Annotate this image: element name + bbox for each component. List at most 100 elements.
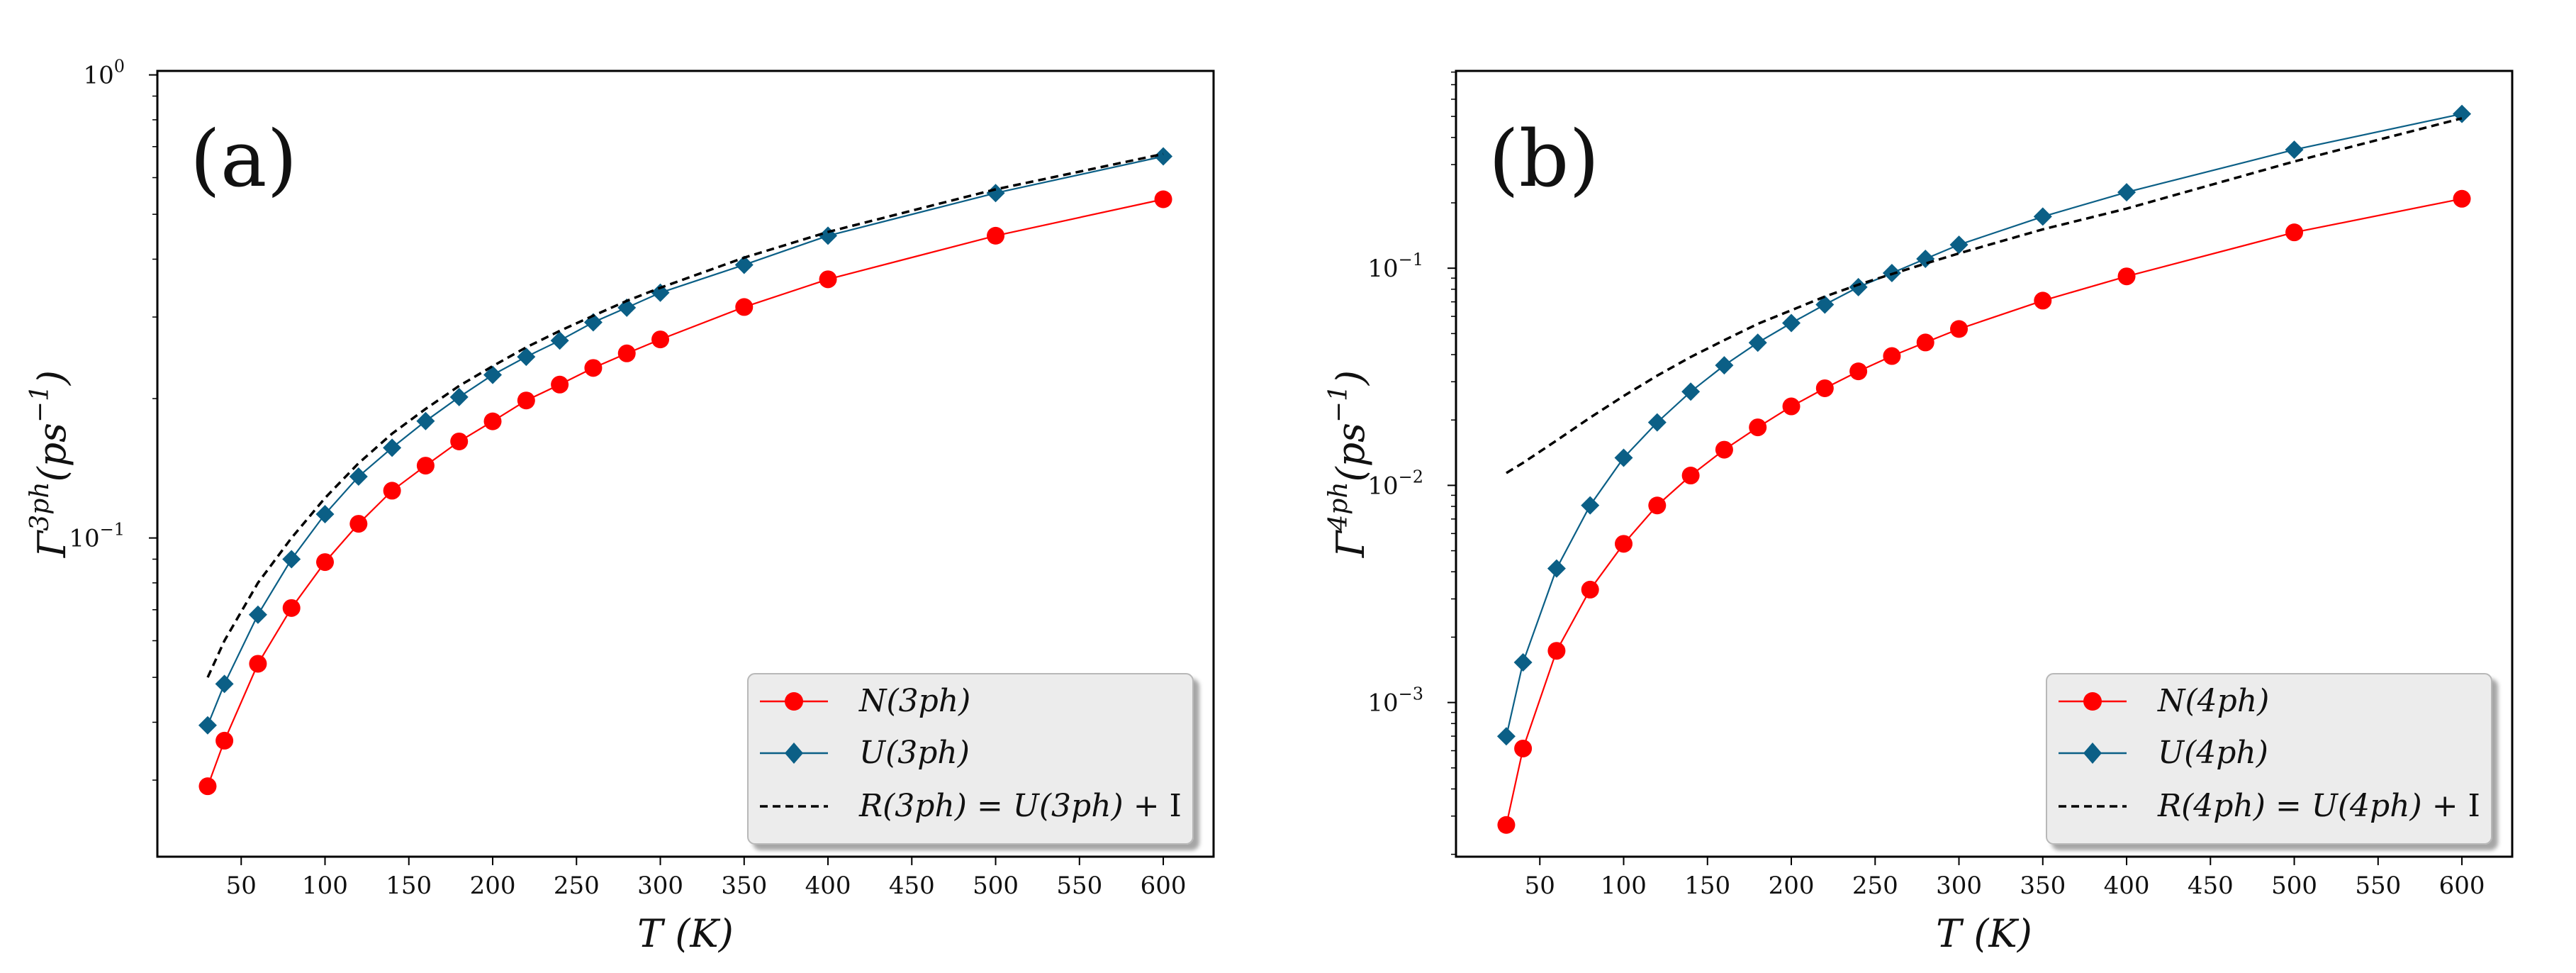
- panel-b-series-n-point: [1950, 320, 1969, 338]
- panel-b-series-n-point: [1514, 739, 1533, 757]
- panel-a-x-tick-label: 50: [226, 872, 257, 900]
- panel-b-y-axis-label: Γ4ph(ps−1): [1324, 370, 1373, 558]
- panel-b-legend-label-r-core: R(4ph) = U(4ph): [2157, 788, 2422, 824]
- panel-a-series-n-point: [617, 344, 636, 362]
- panel-b-series-n-point: [1547, 642, 1566, 660]
- panel-a-frame: [156, 70, 1215, 858]
- panel-b-legend-marker-u: [2083, 743, 2102, 764]
- panel-b-series-u-point: [1815, 295, 1835, 314]
- panel-b-legend-label-r: R(4ph) = U(4ph) + I: [2157, 788, 2480, 824]
- panel-b-x-tick-label: 400: [2104, 872, 2150, 900]
- panel-b-frame: [1455, 70, 2514, 858]
- panel-a-x-tick-label: 250: [554, 872, 600, 900]
- panel-a-ylabel-sup: 3ph: [26, 482, 55, 530]
- panel-b-series-u-point: [1647, 413, 1667, 432]
- panel-b-series-u-point: [1715, 356, 1734, 375]
- panel-a-series-n-point: [987, 226, 1005, 245]
- panel-b: 50 100 150 200 250 300 350 400 450 500 550 600 10−3 1…: [1324, 70, 2514, 956]
- panel-a-series: [198, 147, 1173, 796]
- panel-b-x-tick-label: 100: [1601, 872, 1647, 900]
- panel-a-legend-label-u: U(3ph): [859, 735, 970, 771]
- panel-a-series-u-point: [651, 283, 670, 302]
- panel-a-series-n-point: [450, 432, 469, 450]
- panel-b-legend-label-r-suffix: + I: [2422, 788, 2480, 824]
- panel-b-x-tick-label: 300: [1936, 872, 1982, 900]
- panel-a-series-u-point: [282, 550, 301, 569]
- panel-a-series-u-point: [550, 331, 569, 350]
- panel-a-series-n-point: [198, 777, 217, 796]
- panel-b-x-tick-label: 600: [2439, 872, 2485, 900]
- panel-b-y-tick-label: 10−1: [1367, 250, 1423, 283]
- panel-a-legend-label-r-suffix: + I: [1124, 788, 1182, 824]
- panel-b-series-n-point: [2117, 267, 2136, 286]
- panel-b-x-tick-label: 200: [1769, 872, 1815, 900]
- panel-b-ylabel-unit-sup: −1: [1324, 385, 1353, 423]
- panel-a-series-u-point: [383, 438, 402, 457]
- panel-b-series-n-point: [2034, 291, 2052, 310]
- panel-a-series-n-point: [282, 599, 301, 617]
- panel-a-x-tick-label: 100: [302, 872, 348, 900]
- panel-b-series-u-point: [1547, 559, 1566, 578]
- panel-a-series-u-point: [416, 411, 435, 430]
- panel-a-series-u-point: [986, 184, 1005, 203]
- panel-b-x-tick-label: 550: [2355, 872, 2401, 900]
- panel-b-x-tick-label: 500: [2271, 872, 2317, 900]
- panel-b-x-axis-label: T (K): [1936, 911, 2032, 956]
- panel-a-series-n-point: [1154, 190, 1172, 208]
- panel-a-series-u-point: [198, 716, 217, 735]
- panel-a-legend-label-n: N(3ph): [858, 683, 970, 719]
- panel-a-label: (a): [190, 113, 297, 204]
- panel-a-legend-marker-n: [785, 692, 803, 711]
- panel-a-series-n-point: [517, 391, 535, 410]
- panel-a-ticks: 50 100 150 200 250 300 350 400 450 500 550 600 10−1 1…: [69, 57, 1186, 900]
- panel-a-series-u-point: [315, 504, 335, 523]
- panel-b-series-u-point: [2285, 140, 2304, 160]
- panel-a-series-u-point: [349, 467, 368, 486]
- panel-a-series-n-point: [215, 731, 234, 750]
- panel-a-series-u-point: [215, 674, 234, 694]
- panel-a-x-tick-label: 350: [721, 872, 767, 900]
- panel-b-ylabel-base: Γ: [1328, 529, 1373, 558]
- panel-a-ylabel-close: ): [30, 370, 74, 386]
- panel-a-ylabel-unit: (ps: [30, 423, 74, 482]
- panel-b-ylabel-close: ): [1328, 370, 1373, 386]
- panel-a: 50 100 150 200 250 300 350 400 450 500 550 600 10−1 1…: [26, 57, 1215, 956]
- panel-a-series-n-point: [483, 412, 502, 430]
- panel-b-series-u-point: [1949, 235, 1969, 255]
- panel-a-x-tick-label: 400: [805, 872, 851, 900]
- panel-a-legend-box: [747, 673, 1194, 845]
- panel-a-y-tick-label: 10−1: [69, 520, 125, 553]
- panel-b-series-n-point: [1648, 496, 1667, 515]
- panel-b-series-u-point: [1782, 313, 1801, 333]
- panel-a-series-n-point: [551, 375, 569, 394]
- panel-b-ticks: 50 100 150 200 250 300 350 400 450 500 550 600 10−3 1…: [1367, 71, 2485, 900]
- panel-b-series-u-point: [2033, 207, 2052, 226]
- panel-b-ylabel-sup: 4ph: [1324, 482, 1353, 531]
- panel-b-series-n-point: [1782, 397, 1801, 416]
- panel-b-y-tick-label: 10−3: [1367, 684, 1423, 718]
- panel-b-series-n-point: [1883, 347, 1901, 365]
- panel-b-x-tick-label: 50: [1525, 872, 1555, 900]
- panel-b-series-u-point: [1748, 333, 1767, 352]
- panel-a-y-axis-label: Γ3ph(ps−1): [26, 370, 74, 558]
- panel-a-series-n-point: [416, 457, 435, 475]
- panel-a-series-u-point: [617, 298, 637, 317]
- panel-b-series-n-point: [1749, 418, 1767, 437]
- panel-b-series-u-point: [1681, 382, 1701, 401]
- panel-b-series: [1496, 104, 2472, 834]
- panel-b-series-n-point: [2285, 223, 2304, 242]
- panel-b-series-n-point: [1681, 467, 1700, 485]
- panel-b-x-tick-label: 250: [1852, 872, 1898, 900]
- panel-a-series-u-point: [248, 605, 267, 624]
- panel-a-series-n-point: [584, 359, 603, 377]
- panel-a-x-tick-label: 600: [1141, 872, 1187, 900]
- panel-a-legend: N(3ph) U(3ph) R(3ph) = U(3ph) + I: [747, 673, 1194, 845]
- panel-b-series-n-point: [1916, 333, 1934, 352]
- panel-b-label: (b): [1489, 113, 1599, 204]
- panel-a-ylabel-unit-sup: −1: [26, 385, 55, 423]
- panel-a-series-u-point: [734, 255, 754, 274]
- panel-b-series-u-point: [1849, 277, 1868, 296]
- panel-a-x-axis-label: T (K): [637, 911, 734, 956]
- panel-a-x-tick-label: 300: [637, 872, 683, 900]
